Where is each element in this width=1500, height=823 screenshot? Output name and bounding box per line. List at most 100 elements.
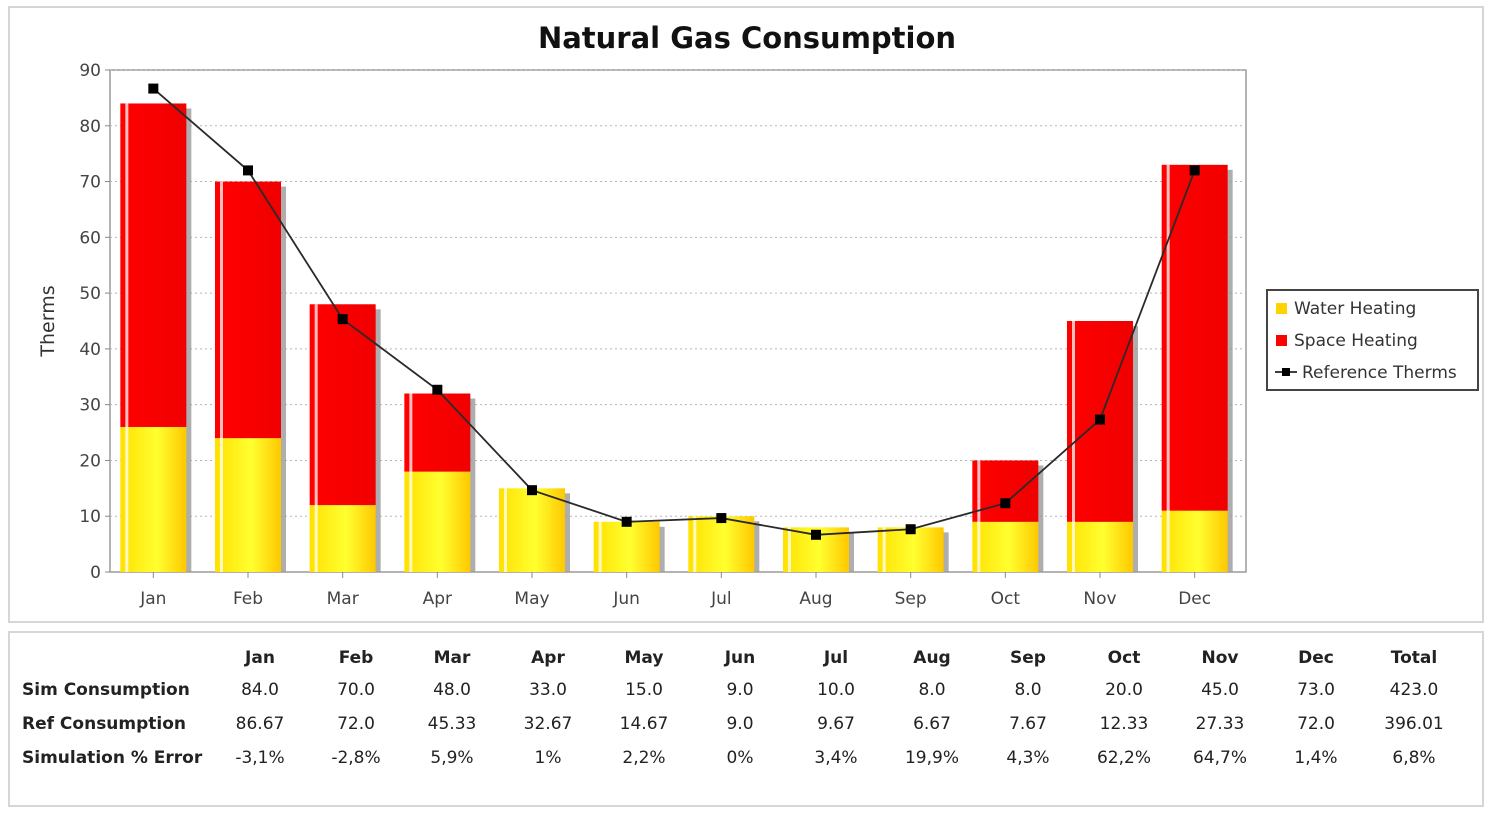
bar-space-heating bbox=[1161, 164, 1228, 511]
table-cell: 7.67 bbox=[1009, 714, 1047, 734]
table-cell: 3,4% bbox=[814, 748, 858, 768]
reference-point bbox=[1000, 498, 1011, 509]
bar-water-heating bbox=[877, 527, 944, 572]
table-cell: 2,2% bbox=[622, 748, 666, 768]
reference-point bbox=[716, 513, 727, 524]
legend-label-reference: Reference Therms bbox=[1302, 363, 1457, 383]
consumption-table: Jan Feb Mar Apr May Jun Jul Aug Sep Oct … bbox=[22, 643, 1464, 775]
row-label: Ref Consumption bbox=[22, 714, 187, 734]
table-cell: 4,3% bbox=[1006, 748, 1050, 768]
reference-line bbox=[148, 83, 1200, 540]
x-tick-label: Jul bbox=[710, 589, 732, 609]
column-header: Aug bbox=[913, 648, 951, 668]
table-row: Simulation % Error -3,1% -2,8% 5,9% 1% 2… bbox=[22, 741, 1464, 775]
x-tick-label: Apr bbox=[423, 589, 452, 609]
bar-highlight bbox=[977, 460, 981, 572]
x-tick-label: Oct bbox=[991, 589, 1021, 609]
row-label: Sim Consumption bbox=[22, 680, 190, 700]
table-cell: 6.67 bbox=[913, 714, 951, 734]
table-cell: 62,2% bbox=[1096, 748, 1151, 768]
bar-highlight bbox=[882, 527, 886, 572]
bar-water-heating bbox=[688, 516, 755, 572]
table-cell: 15.0 bbox=[625, 680, 663, 700]
chart-title: Natural Gas Consumption bbox=[538, 21, 956, 55]
table-cell: 64,7% bbox=[1192, 748, 1247, 768]
table-header-row: Jan Feb Mar Apr May Jun Jul Aug Sep Oct … bbox=[22, 643, 1464, 673]
x-axis-ticks: Jan Feb Mar Apr May Jun Jul Aug Sep Oct Nov Dec bbox=[139, 572, 1211, 609]
bar-highlight bbox=[693, 516, 697, 572]
legend: Water Heating Space Heating Reference Th… bbox=[1266, 289, 1479, 391]
legend-marker-reference bbox=[1282, 368, 1290, 376]
y-tick-label: 60 bbox=[79, 228, 101, 248]
plot-area bbox=[109, 69, 1247, 573]
table-cell: 9.0 bbox=[726, 714, 754, 734]
table-cell: 1,4% bbox=[1294, 748, 1338, 768]
bar-space-heating bbox=[120, 103, 187, 427]
y-tick-label: 10 bbox=[79, 507, 101, 527]
y-tick-label: 80 bbox=[79, 117, 101, 137]
bar-highlight bbox=[409, 393, 413, 572]
x-tick-label: Nov bbox=[1083, 589, 1116, 609]
reference-point bbox=[527, 485, 537, 496]
grid-lines bbox=[110, 69, 1246, 517]
legend-label-water: Water Heating bbox=[1294, 299, 1416, 319]
bar-space-heating bbox=[404, 393, 471, 472]
bar-water-heating bbox=[404, 471, 471, 572]
table-cell: 20.0 bbox=[1105, 680, 1143, 700]
header-corner bbox=[22, 643, 212, 673]
column-header: Mar bbox=[433, 648, 471, 668]
legend-label-space: Space Heating bbox=[1294, 331, 1418, 351]
bar-highlight bbox=[125, 103, 129, 572]
table-cell: 84.0 bbox=[241, 680, 279, 700]
table-cell: 8.0 bbox=[918, 680, 946, 700]
table-cell: 5,9% bbox=[430, 748, 474, 768]
bar-highlight bbox=[598, 521, 602, 572]
table-cell-total: 423.0 bbox=[1389, 680, 1439, 700]
reference-point bbox=[621, 516, 632, 527]
table-cell: 33.0 bbox=[529, 680, 567, 700]
reference-line-path bbox=[152, 87, 1196, 536]
bar-water-heating bbox=[215, 438, 281, 572]
table-cell: 8.0 bbox=[1014, 680, 1042, 700]
bar-space-heating bbox=[215, 181, 281, 439]
table-cell: 70.0 bbox=[337, 680, 375, 700]
reference-point bbox=[1095, 414, 1105, 425]
table-cell: 9.67 bbox=[817, 714, 855, 734]
reference-point bbox=[148, 83, 159, 94]
bar-highlight bbox=[504, 488, 507, 572]
table-cell: 45.33 bbox=[427, 714, 477, 734]
table-cell: 73.0 bbox=[1297, 680, 1335, 700]
bar-highlight bbox=[1072, 321, 1075, 572]
column-header: May bbox=[624, 648, 664, 668]
table-row: Sim Consumption 84.0 70.0 48.0 33.0 15.0… bbox=[22, 673, 1464, 707]
bar-water-heating bbox=[309, 505, 376, 572]
bar-water-heating bbox=[1067, 521, 1133, 572]
table-cell-total: 396.01 bbox=[1384, 714, 1444, 734]
x-tick-label: Dec bbox=[1178, 589, 1211, 609]
reference-point bbox=[432, 384, 443, 395]
column-header: Jun bbox=[724, 648, 756, 668]
table-cell: 72.0 bbox=[1297, 714, 1335, 734]
table-cell: 72.0 bbox=[337, 714, 375, 734]
bar-water-heating bbox=[972, 521, 1039, 572]
bar-water-heating bbox=[593, 521, 660, 572]
table-cell-total: 6,8% bbox=[1392, 748, 1436, 768]
table-cell: -2,8% bbox=[331, 748, 381, 768]
column-header: Sep bbox=[1010, 648, 1046, 668]
chart-panel: Natural Gas Consumption 0 10 20 30 40 50 60 70 8… bbox=[8, 6, 1484, 623]
column-header: Feb bbox=[338, 648, 374, 668]
x-tick-label: Jun bbox=[612, 589, 640, 609]
table-cell: 19,9% bbox=[904, 748, 959, 768]
bar-water-heating bbox=[499, 488, 565, 572]
table-cell: 27.33 bbox=[1195, 714, 1245, 734]
table-cell: 9.0 bbox=[726, 680, 754, 700]
legend-swatch-space bbox=[1276, 335, 1287, 346]
column-header-total: Total bbox=[1390, 648, 1438, 668]
bar-highlight bbox=[1166, 164, 1170, 573]
table-cell: 45.0 bbox=[1201, 680, 1239, 700]
bar-space-heating bbox=[309, 304, 376, 506]
y-tick-label: 70 bbox=[79, 173, 101, 193]
table-cell: 12.33 bbox=[1099, 714, 1149, 734]
y-tick-label: 50 bbox=[79, 284, 101, 304]
table-cell: 86.67 bbox=[235, 714, 285, 734]
